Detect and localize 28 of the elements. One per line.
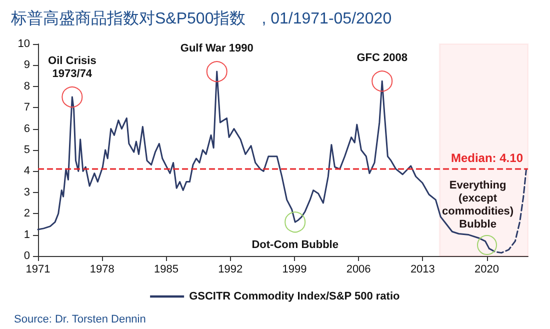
- x-tick-label: 1985: [154, 264, 178, 276]
- y-tick-label: 5: [24, 144, 30, 156]
- y-tick-label: 8: [24, 80, 30, 92]
- x-tick-label: 1999: [282, 264, 307, 276]
- x-tick-label: 2006: [346, 264, 371, 276]
- y-tick-label: 3: [24, 186, 30, 198]
- y-tick-label: 6: [24, 122, 30, 135]
- x-tick-label: 2020: [474, 264, 500, 276]
- x-tick-label: 1971: [26, 264, 50, 276]
- y-tick-label: 7: [24, 102, 30, 114]
- ref-line-label: Median: 4.10: [450, 151, 524, 166]
- x-tick-label: 1992: [218, 264, 243, 276]
- annotation: Oil Crisis 1973/74: [48, 55, 96, 80]
- y-tick-label: 1: [24, 228, 30, 241]
- chart-title: 标普高盛商品指数对S&P500指数 , 01/1971-05/2020: [10, 10, 392, 28]
- annotation: GFC 2008: [356, 52, 408, 64]
- y-tick-label: 2: [24, 208, 30, 220]
- annotation: Everything (except commodities) Bubble: [442, 180, 514, 231]
- source-note: Source: Dr. Torsten Dennin: [14, 314, 146, 326]
- y-tick-label: 9: [24, 59, 30, 72]
- annotation: Dot-Com Bubble: [252, 239, 338, 252]
- y-tick-label: 0: [24, 250, 30, 262]
- annotation: Gulf War 1990: [180, 42, 254, 55]
- x-tick-label: 1978: [90, 264, 114, 276]
- y-tick-label: 10: [18, 38, 30, 50]
- legend-label: GSCITR Commodity Index/S&P 500 ratio: [189, 290, 400, 302]
- y-tick-label: 4: [24, 165, 30, 178]
- x-tick-label: 2013: [410, 264, 435, 276]
